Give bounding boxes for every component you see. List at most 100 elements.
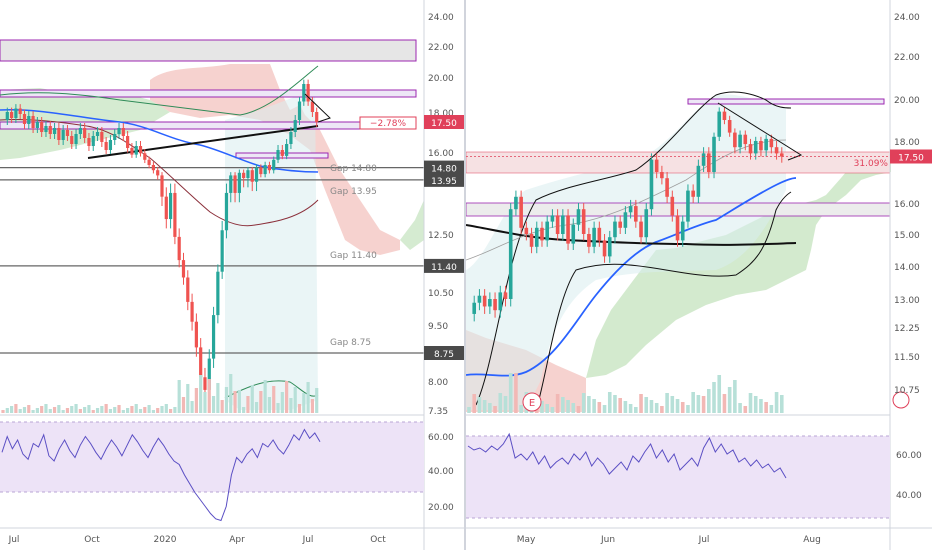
- left-resistance-zone[interactable]: [0, 39, 417, 62]
- left-gap-label-3: Gap 11.40: [330, 251, 377, 261]
- left-badge: [424, 115, 464, 129]
- right-zone-20[interactable]: [687, 98, 885, 105]
- left-time-axis[interactable]: Jul Oct 2020 Apr Jul Oct: [8, 535, 387, 545]
- left-volume: [1, 374, 319, 413]
- left-candle-body: [211, 315, 216, 359]
- right-volume-bar: [545, 404, 549, 413]
- right-candle-body: [587, 234, 591, 247]
- right-volume-bar: [561, 397, 565, 413]
- right-volume-bar: [519, 405, 523, 413]
- right-chart[interactable]: E 31.09% 24.00 22.00 20.00 18.00 16.00 15.00 1…: [465, 0, 932, 550]
- left-candle-body: [95, 132, 100, 136]
- left-volume-bar: [22, 407, 27, 413]
- left-volume-bar: [14, 404, 18, 413]
- right-price-tick: 22.00: [894, 53, 920, 63]
- right-candle-body: [597, 227, 602, 241]
- right-volume-bar: [701, 396, 706, 413]
- right-volume-bar: [576, 406, 581, 413]
- left-volume-bar: [237, 390, 241, 413]
- left-candle-body: [130, 148, 134, 155]
- left-volume-bar: [194, 388, 198, 413]
- left-price-tick: 24.00: [428, 13, 454, 23]
- left-volume-bar: [138, 409, 143, 413]
- right-candle-body: [550, 215, 555, 222]
- right-candle-body: [493, 299, 497, 311]
- right-price-tick: 20.00: [894, 96, 920, 106]
- right-volume-bar: [628, 404, 633, 413]
- left-volume-bar: [211, 396, 216, 413]
- left-candle-body: [199, 347, 203, 378]
- left-volume-bar: [280, 392, 284, 413]
- right-candle-body: [602, 240, 607, 257]
- left-candle-body: [173, 192, 177, 237]
- left-candle-body: [48, 126, 52, 134]
- right-chart-pane[interactable]: E 31.09% 24.00 22.00 20.00 18.00 16.00 15.00 1…: [465, 0, 932, 550]
- right-volume-bar: [571, 403, 576, 413]
- left-candle-body: [40, 122, 44, 132]
- left-candle-body: [108, 140, 113, 150]
- left-zone-18-8[interactable]: [0, 89, 417, 98]
- right-time-axis[interactable]: May Jun Jul Aug: [517, 535, 821, 545]
- left-candle-body: [31, 116, 35, 128]
- right-candle-body: [508, 209, 513, 299]
- right-zone-17[interactable]: [465, 151, 891, 174]
- left-volume-bar: [289, 398, 293, 413]
- left-volume-bar: [186, 384, 190, 413]
- left-volume-bar: [293, 387, 297, 413]
- left-candle-body: [156, 170, 160, 176]
- left-price-tick: 7.35: [428, 407, 448, 417]
- left-gap-label-4: Gap 8.75: [330, 338, 371, 348]
- earnings-marker[interactable]: [522, 392, 542, 412]
- right-candle-body: [472, 302, 477, 314]
- right-candle-body: [628, 206, 633, 213]
- right-candle-body: [503, 292, 508, 299]
- left-candle-body: [263, 165, 267, 175]
- right-price-tick: 10.75: [894, 386, 920, 396]
- right-volume-bar: [654, 403, 659, 413]
- left-rsi-tick: 40.00: [428, 467, 454, 477]
- left-candle-body: [147, 159, 151, 165]
- left-candle-body: [315, 112, 319, 122]
- right-rsi-tick: 40.00: [896, 491, 922, 501]
- left-volume-bar: [242, 407, 246, 413]
- left-rsi-line: [1, 428, 321, 522]
- left-candle-body: [83, 128, 87, 138]
- left-volume-bar: [57, 405, 61, 413]
- right-volume-bar: [759, 399, 763, 413]
- left-candle-body: [194, 321, 198, 348]
- left-badge-label: 14.80: [431, 165, 457, 175]
- right-price-tick: 15.00: [894, 231, 920, 241]
- right-candle-body: [774, 147, 779, 154]
- right-candle-body: [680, 221, 685, 241]
- left-volume-bar: [74, 404, 78, 413]
- right-volume-bar: [540, 401, 544, 413]
- right-candle-body: [488, 299, 492, 307]
- right-volume-bar: [670, 396, 675, 413]
- left-volume-bar: [233, 391, 237, 413]
- left-price-axis[interactable]: 24.0022.0020.0018.0016.0014.0012.5010.50…: [428, 13, 454, 417]
- pane-divider[interactable]: [464, 0, 466, 550]
- right-candle-body: [514, 196, 518, 210]
- right-bollinger-fill: [466, 94, 786, 410]
- right-marker-edge: [892, 391, 910, 409]
- left-volume-bar: [285, 381, 289, 413]
- left-candle-body: [254, 167, 259, 182]
- left-price-tick: 16.00: [428, 149, 454, 159]
- left-volume-bar: [108, 409, 113, 413]
- left-volume-bar: [181, 397, 186, 413]
- left-volume-bar: [40, 406, 44, 413]
- left-candle-body: [52, 128, 57, 134]
- right-volume-bar: [779, 395, 784, 413]
- right-volume-bar: [696, 395, 701, 413]
- left-chart[interactable]: Gap 14.80 Gap 13.95 Gap 11.40 Gap 8.75 −…: [0, 0, 464, 550]
- left-volume-bar: [126, 408, 130, 413]
- right-volume-bar: [581, 393, 586, 413]
- right-price-axis[interactable]: 24.00 22.00 20.00 18.00 16.00 15.00 14.00 13.00…: [894, 13, 920, 396]
- left-candle-body: [190, 301, 194, 322]
- left-volume-bar: [65, 408, 70, 413]
- left-candle-body: [250, 170, 254, 182]
- left-candle-body: [246, 170, 250, 178]
- left-chart-pane[interactable]: Gap 14.80 Gap 13.95 Gap 11.40 Gap 8.75 −…: [0, 0, 464, 550]
- left-rsi-tick: 20.00: [428, 503, 454, 513]
- left-cloud-bullish-2: [400, 200, 424, 250]
